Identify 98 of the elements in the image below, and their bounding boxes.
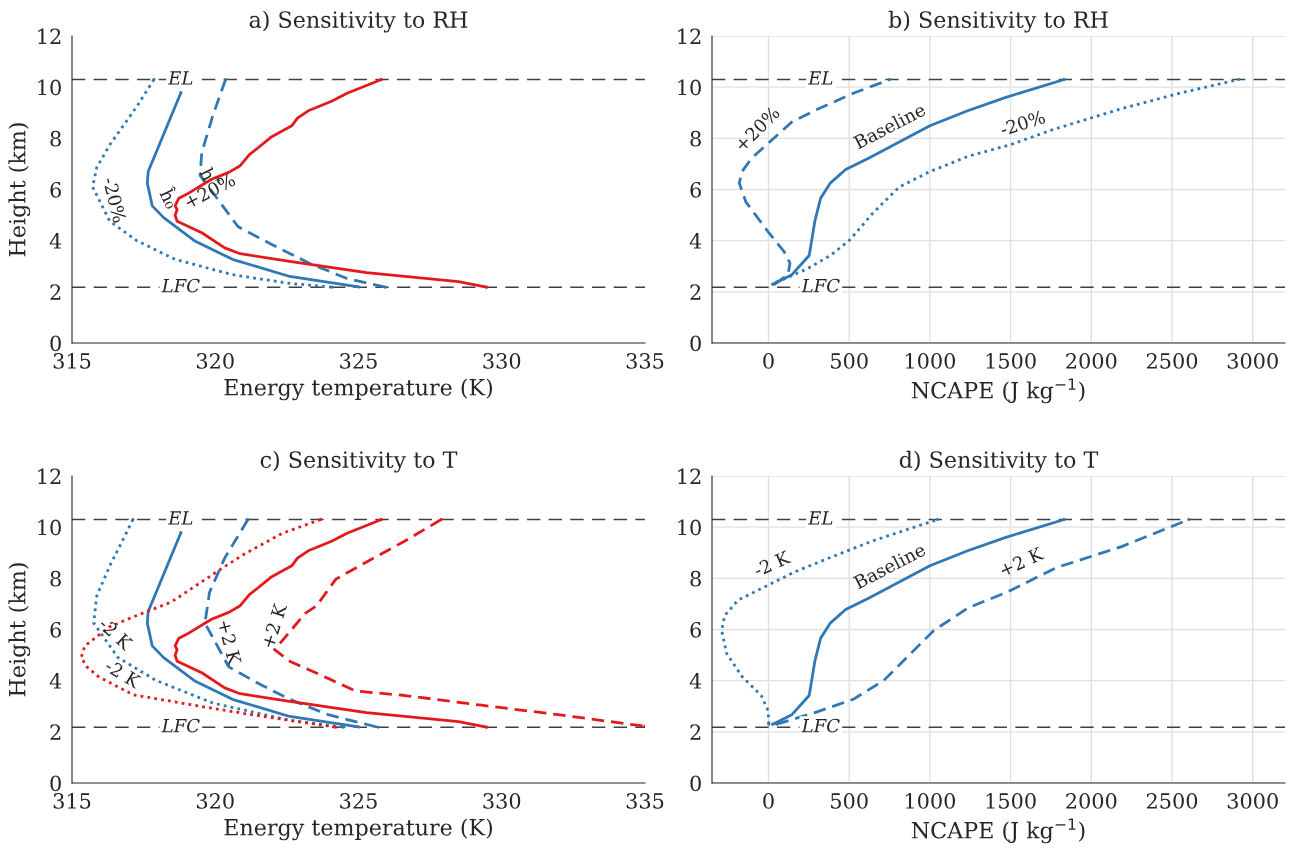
y-tick-label: 2	[50, 284, 61, 300]
chart-title: b) Sensitivity to RH	[888, 10, 1108, 33]
y-tick-label: 2	[690, 724, 701, 740]
ref-line-label: EL	[168, 511, 193, 525]
line-series	[203, 517, 380, 729]
y-tick-label: 4	[49, 233, 62, 249]
annotation: +2 K	[260, 602, 288, 649]
y-tick-label: 10	[38, 79, 61, 96]
ref-line-label: LFC	[161, 278, 200, 293]
x-tick-label: 315	[53, 353, 91, 369]
x-tick-label: 2500	[1146, 793, 1198, 809]
y-tick-label: 8	[50, 130, 61, 147]
point	[356, 725, 361, 729]
y-tick-label: 8	[50, 570, 61, 587]
x-tick-label: 3000	[1227, 793, 1278, 809]
y-tick-label: 10	[678, 79, 701, 96]
y-tick-label: 0	[50, 775, 61, 792]
x-axis-title: Energy temperature (K)	[224, 818, 493, 841]
y-tick-label: 12	[678, 28, 701, 44]
point	[485, 725, 489, 729]
x-tick-label: 1500	[986, 353, 1036, 369]
chart-title: d) Sensitivity to T	[899, 450, 1099, 473]
annotation: -2 K	[98, 616, 134, 651]
y-tick-label: 8	[690, 570, 701, 587]
point	[439, 517, 443, 522]
y-tick-label: 4	[689, 233, 702, 249]
x-axis-title: NCAPE (J kg$^{−1}$)	[911, 378, 1085, 404]
point	[1237, 77, 1241, 82]
y-tick-label: 6	[690, 621, 701, 638]
x-tick-label: 0	[763, 793, 774, 809]
y-tick-label: 6	[690, 181, 701, 198]
ref-line-label: EL	[808, 511, 833, 525]
x-axis-title: NCAPE (J kg$^{−1}$)	[911, 818, 1085, 844]
x-tick-label: 320	[196, 793, 234, 809]
ref-line-label: LFC	[801, 718, 840, 733]
y-tick-label: 0	[690, 335, 701, 352]
x-tick-label: 2000	[1066, 793, 1117, 809]
y-tick-label: 6	[50, 621, 61, 638]
point	[330, 285, 334, 289]
y-tick-label: 2	[50, 724, 61, 740]
point	[334, 725, 338, 729]
y-tick-label: 12	[38, 468, 61, 484]
x-tick-label: 330	[483, 353, 521, 369]
annotation: -20%	[999, 109, 1046, 137]
point	[342, 725, 346, 729]
ref-line-label: EL	[168, 71, 193, 85]
x-tick-label: 2500	[1146, 353, 1198, 369]
point	[152, 77, 156, 82]
point	[179, 531, 183, 535]
annotation: ĥ₀	[158, 185, 183, 210]
x-tick-label: 1000	[905, 793, 956, 809]
point	[246, 517, 250, 522]
x-tick-label: 330	[483, 793, 521, 809]
y-tick-label: 2	[690, 284, 701, 300]
y-tick-label: 4	[689, 673, 702, 689]
y-tick-label: 4	[49, 673, 62, 689]
x-tick-label: 1000	[905, 353, 956, 369]
point	[888, 77, 892, 82]
annotation: -20%	[102, 176, 127, 224]
annotation: +2 K	[998, 546, 1045, 577]
x-tick-label: 2000	[1066, 353, 1117, 369]
point	[179, 91, 183, 95]
y-tick-label: 0	[50, 335, 61, 352]
y-tick-label: 12	[678, 468, 701, 484]
x-axis-title: Energy temperature (K)	[224, 378, 493, 401]
x-tick-label: 1500	[986, 793, 1036, 809]
annotation: -2 K	[104, 658, 143, 689]
x-tick-label: 335	[626, 793, 664, 809]
ref-line-label: LFC	[801, 278, 840, 293]
point	[485, 285, 489, 289]
ref-line-label: EL	[808, 71, 833, 85]
annotation: +2 K	[217, 619, 242, 666]
x-tick-label: 335	[626, 353, 664, 369]
ref-line-label: LFC	[161, 718, 200, 733]
y-axis-title: Height (km)	[8, 563, 31, 697]
chart-title: c) Sensitivity to T	[260, 450, 458, 473]
x-tick-label: 0	[763, 353, 774, 369]
point	[356, 285, 361, 289]
y-axis-title: Height (km)	[8, 123, 31, 257]
point	[131, 517, 135, 522]
y-tick-label: 8	[690, 130, 701, 147]
y-tick-label: 6	[50, 181, 61, 198]
y-tick-label: 12	[38, 28, 61, 44]
point	[384, 285, 388, 289]
x-tick-label: 320	[196, 353, 234, 369]
y-tick-label: 10	[38, 519, 61, 536]
y-tick-label: 0	[690, 775, 701, 792]
x-tick-label: 325	[340, 353, 377, 369]
annotation: -2 K	[752, 549, 792, 577]
x-tick-label: 500	[831, 353, 868, 369]
x-tick-label: 325	[340, 793, 377, 809]
x-tick-label: 500	[831, 793, 868, 809]
chart-title: a) Sensitivity to RH	[249, 10, 468, 33]
x-tick-label: 315	[53, 793, 91, 809]
point	[319, 517, 323, 522]
point	[224, 77, 228, 82]
x-tick-label: 3000	[1227, 353, 1278, 369]
y-tick-label: 10	[678, 519, 701, 536]
